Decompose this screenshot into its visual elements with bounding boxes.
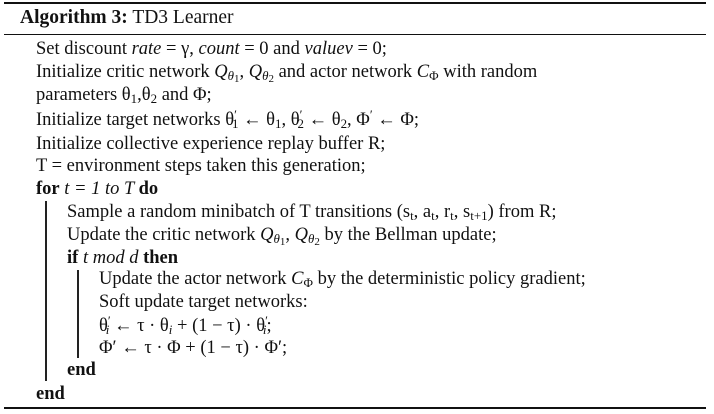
line-end-if: end (67, 360, 96, 380)
line-parameters: parameters θ1,θ2 and Φ; (36, 85, 212, 106)
bottom-rule (4, 407, 706, 409)
line-init-critic: Initialize critic network Qθ1, Qθ2 and a… (36, 62, 538, 85)
if-block-bar (77, 270, 79, 358)
caption-title: TD3 Learner (132, 7, 234, 28)
caption-rule (4, 34, 706, 35)
line-theta-update: θ′i ← τ · θi + (1 − τ) · θ′i; (99, 313, 272, 337)
caption-label: Algorithm 3: (20, 7, 128, 28)
line-update-actor: Update the actor network CΦ by the deter… (99, 269, 586, 290)
algorithm-caption: Algorithm 3: TD3 Learner (20, 7, 234, 29)
line-init-target: Initialize target networks θ′1 ← θ1, θ′2… (36, 107, 420, 131)
line-set-discount: Set discount rate = γ, count = 0 and val… (36, 39, 387, 59)
line-end-for: end (36, 384, 65, 404)
line-update-critic: Update the critic network Qθ1, Qθ2 by th… (67, 225, 497, 248)
line-for-loop: for t = 1 to T do (36, 179, 159, 199)
line-if-condition: if t mod d then (67, 248, 179, 268)
line-sample-minibatch: Sample a random minibatch of T transitio… (67, 202, 557, 223)
top-rule (4, 2, 706, 4)
for-block-bar (45, 201, 47, 381)
line-env-steps: T = environment steps taken this generat… (36, 156, 366, 176)
line-soft-update: Soft update target networks: (99, 292, 308, 312)
line-phi-update: Φ′ ← τ · Φ + (1 − τ) · Φ′; (99, 338, 288, 358)
line-init-buffer: Initialize collective experience replay … (36, 134, 386, 154)
